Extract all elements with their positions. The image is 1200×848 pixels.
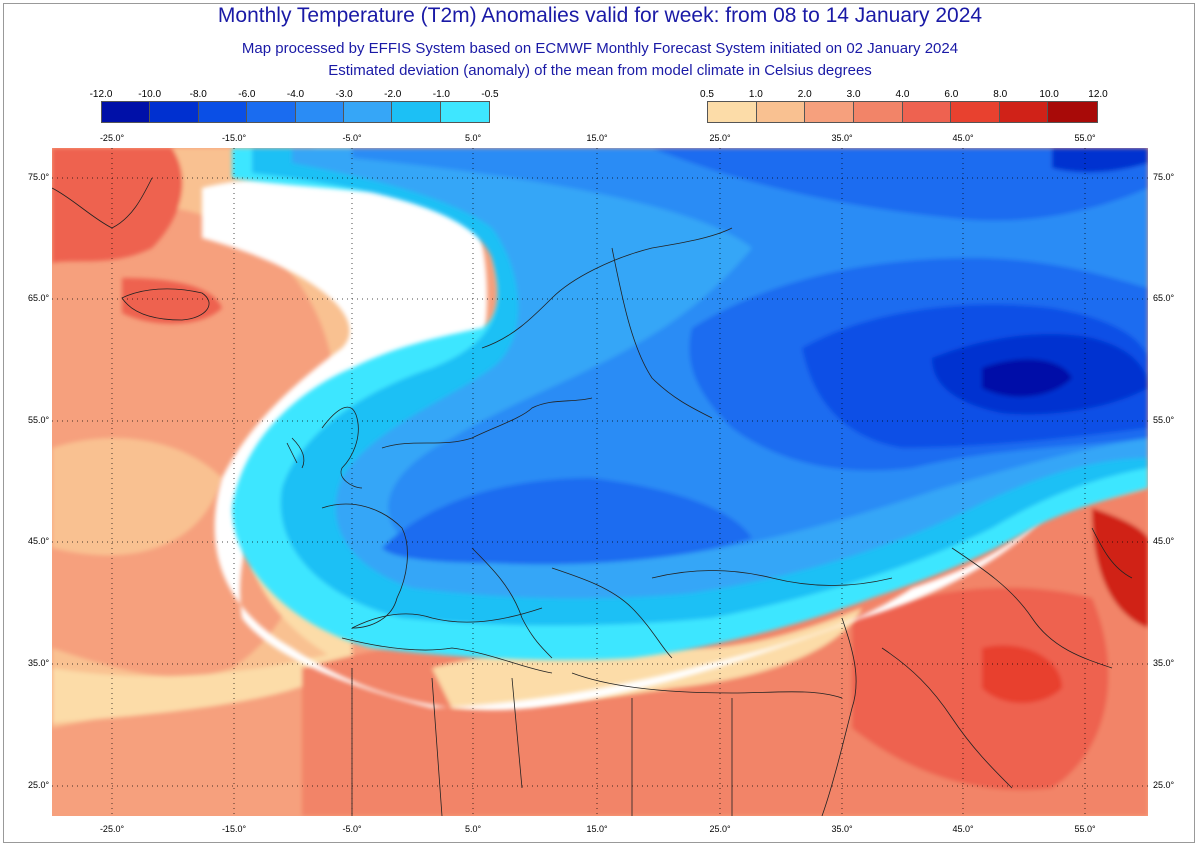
lon-label: 55.0° [1074, 824, 1096, 834]
colorbar-positive-label: 4.0 [895, 89, 910, 100]
lon-label: -15.0° [221, 133, 247, 143]
lon-label: -25.0° [99, 824, 125, 834]
colorbar-negative-label: -12.0 [89, 89, 113, 100]
coastlines-borders [52, 177, 1133, 816]
lat-label: 25.0° [1153, 780, 1175, 790]
map-subtitle-processing: Map processed by EFFIS System based on E… [241, 40, 959, 57]
lon-label: -15.0° [221, 824, 247, 834]
colorbar-negative-label: -10.0 [138, 89, 162, 100]
lat-label: 35.0° [1153, 658, 1175, 668]
lat-label: 45.0° [1153, 536, 1175, 546]
colorbar-positive-swatch [902, 102, 952, 122]
colorbar-negative-label: -0.5 [481, 89, 499, 100]
lon-label: 5.0° [464, 133, 482, 143]
colorbar-positive-swatch [999, 102, 1049, 122]
colorbar-positive-label: 3.0 [846, 89, 861, 100]
map-title: Monthly Temperature (T2m) Anomalies vali… [217, 4, 983, 27]
colorbar-positive-label: 10.0 [1039, 89, 1059, 100]
lon-label: 5.0° [464, 824, 482, 834]
lon-label: 35.0° [831, 824, 853, 834]
lon-label: 45.0° [952, 824, 974, 834]
colorbar-positive-swatch [1048, 102, 1097, 122]
lat-label: 75.0° [28, 172, 50, 182]
colorbar-positive-swatch [756, 102, 806, 122]
lat-label: 25.0° [28, 780, 50, 790]
colorbar-positive-label: 0.5 [700, 89, 714, 100]
colorbar-negative-label: -4.0 [286, 89, 305, 100]
colorbar-positive-swatch [951, 102, 1000, 122]
lat-label: 75.0° [1153, 172, 1175, 182]
colorbar-positive-label: 8.0 [993, 89, 1008, 100]
map-subtitle-units: Estimated deviation (anomaly) of the mea… [328, 62, 872, 79]
lat-label: 65.0° [1153, 293, 1175, 303]
colorbar-positive-label: 6.0 [944, 89, 959, 100]
colorbar-positive-swatch [708, 102, 757, 122]
colorbar-negative-label: -6.0 [238, 89, 256, 100]
lon-label: -25.0° [99, 133, 125, 143]
lat-label: 55.0° [1153, 415, 1175, 425]
lat-label: 35.0° [28, 658, 50, 668]
colorbar-negative-swatch [440, 102, 489, 122]
lat-label: 65.0° [28, 293, 50, 303]
colorbar-negative-label: -3.0 [335, 89, 353, 100]
colorbar-positive-swatch [805, 102, 854, 122]
colorbar-negative-swatch [295, 102, 344, 122]
lat-label: 45.0° [28, 536, 50, 546]
colorbar-positive-swatch [853, 102, 903, 122]
lon-label: -5.0° [342, 824, 362, 834]
colorbar-negative [101, 101, 490, 123]
neutral-zone [202, 177, 1052, 710]
lon-label: 25.0° [709, 824, 731, 834]
lon-label: 25.0° [709, 133, 731, 143]
colorbar-negative-swatch [150, 102, 199, 122]
figure-frame [3, 3, 1195, 843]
colorbar-positive-label: 12.0 [1088, 89, 1108, 100]
colorbar-negative-label: -2.0 [384, 89, 402, 100]
lon-label: 15.0° [586, 824, 608, 834]
lon-label: 45.0° [952, 133, 974, 143]
lon-label: -5.0° [342, 133, 362, 143]
lat-label: 55.0° [28, 415, 50, 425]
colorbar-negative-swatch [343, 102, 393, 122]
colorbar-positive-label: 1.0 [748, 89, 763, 100]
lon-label: 35.0° [831, 133, 853, 143]
colorbar-positive-label: 2.0 [797, 89, 812, 100]
colorbar-positive [707, 101, 1098, 123]
colorbar-negative-swatch [247, 102, 296, 122]
anomaly-map [52, 148, 1148, 816]
lon-label: 55.0° [1074, 133, 1096, 143]
colorbar-negative-swatch [198, 102, 248, 122]
colorbar-negative-label: -1.0 [432, 89, 450, 100]
colorbar-negative-swatch [392, 102, 441, 122]
lon-label: 15.0° [586, 133, 608, 143]
colorbar-negative-swatch [102, 102, 151, 122]
colorbar-negative-label: -8.0 [189, 89, 207, 100]
